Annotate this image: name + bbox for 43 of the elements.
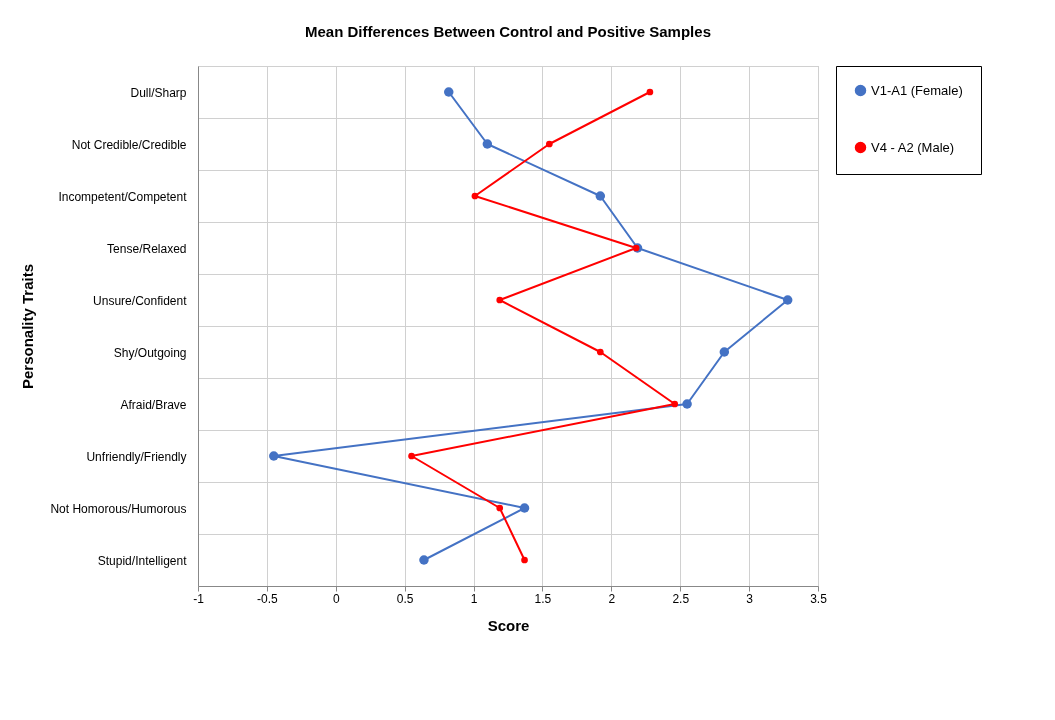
x-tick-label: 2.5 bbox=[672, 591, 690, 606]
point bbox=[719, 347, 730, 357]
point bbox=[471, 192, 479, 200]
x-axis-title: Score bbox=[487, 616, 530, 634]
x-tick-label: 1.5 bbox=[534, 591, 552, 606]
y-tick-label: Incompetent/Competent bbox=[58, 189, 188, 204]
point bbox=[596, 348, 604, 356]
y-tick-label: Dull/Sharp bbox=[130, 85, 187, 100]
y-tick-label: Not Homorous/Humorous bbox=[50, 501, 187, 516]
y-tick-label: Not Credible/Credible bbox=[71, 137, 187, 152]
point bbox=[545, 140, 553, 148]
point bbox=[519, 503, 530, 513]
y-tick-label: Unsure/Confident bbox=[93, 293, 188, 308]
point bbox=[419, 555, 429, 565]
point bbox=[496, 504, 504, 512]
point bbox=[496, 296, 504, 304]
point bbox=[682, 399, 692, 409]
point bbox=[269, 451, 279, 461]
y-tick-label: Unfriendly/Friendly bbox=[86, 449, 187, 464]
point bbox=[521, 556, 528, 564]
x-tick-label: -1 bbox=[193, 591, 205, 606]
legend-label: V1-A1 (Female) bbox=[871, 82, 963, 98]
point bbox=[408, 452, 415, 460]
x-tick-label: 3 bbox=[746, 591, 754, 606]
point bbox=[595, 191, 606, 201]
y-tick-label: Stupid/Intelligent bbox=[97, 553, 188, 568]
x-tick-label: 3.5 bbox=[810, 591, 828, 606]
point bbox=[444, 87, 454, 97]
point bbox=[782, 295, 793, 305]
point bbox=[671, 400, 679, 408]
x-tick-label: 0.5 bbox=[396, 591, 414, 606]
y-axis-title: Personality Traits bbox=[19, 263, 37, 390]
x-tick-label: 2 bbox=[608, 591, 616, 606]
chart-title: Mean Differences Between Control and Positive Samples bbox=[305, 23, 711, 40]
x-tick-label: 1 bbox=[470, 591, 478, 606]
point bbox=[646, 88, 654, 96]
point bbox=[482, 139, 493, 149]
x-tick-label: 0 bbox=[332, 591, 340, 606]
y-tick-label: Shy/Outgoing bbox=[113, 345, 187, 360]
legend-label: V4 - A2 (Male) bbox=[871, 139, 955, 155]
y-tick-label: Afraid/Brave bbox=[120, 397, 187, 412]
y-tick-label: Tense/Relaxed bbox=[107, 241, 187, 256]
x-tick-label: -0.5 bbox=[257, 591, 279, 606]
